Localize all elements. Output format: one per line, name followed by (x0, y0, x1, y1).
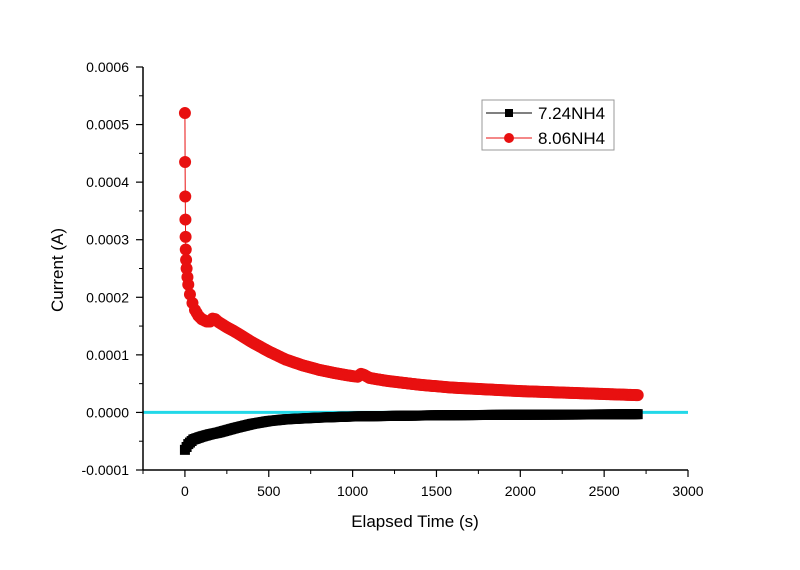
x-tick-label: 3000 (672, 483, 703, 499)
x-tick-label: 500 (257, 483, 281, 499)
y-tick-label: -0.0001 (82, 462, 130, 478)
x-tick-label: 1000 (337, 483, 368, 499)
y-tick-label: 0.0003 (86, 232, 129, 248)
legend: 7.24NH4 8.06NH4 (481, 99, 615, 151)
y-tick-label: 0.0005 (86, 117, 129, 133)
data-point (180, 262, 193, 275)
y-tick-label: 0.0004 (86, 174, 129, 190)
legend-box (481, 99, 615, 151)
data-point (179, 213, 192, 226)
data-point (631, 389, 644, 402)
legend-marker-circle (504, 133, 514, 143)
series-line (184, 113, 638, 396)
data-point (179, 190, 192, 203)
data-point (632, 409, 643, 420)
y-tick-label: 0.0006 (86, 59, 129, 75)
x-tick-label: 1500 (421, 483, 452, 499)
series-8.06NH4 (178, 107, 644, 402)
y-tick-label: 0.0000 (86, 404, 129, 420)
legend-label-8.06NH4: 8.06NH4 (538, 129, 605, 148)
series-7.24NH4 (179, 409, 643, 455)
data-point (179, 230, 192, 243)
y-axis-title: Current (A) (48, 228, 67, 312)
legend-marker-square (505, 109, 513, 117)
data-point (179, 243, 192, 256)
x-axis-title: Elapsed Time (s) (351, 512, 479, 531)
data-point (179, 155, 192, 168)
data-point (182, 278, 195, 291)
legend-label-7.24NH4: 7.24NH4 (538, 104, 605, 123)
data-point (178, 107, 191, 120)
y-tick-label: 0.0001 (86, 347, 129, 363)
x-tick-label: 0 (181, 483, 189, 499)
x-tick-label: 2000 (505, 483, 536, 499)
x-tick-label: 2500 (589, 483, 620, 499)
y-tick-label: 0.0002 (86, 289, 129, 305)
data-point (180, 253, 193, 266)
